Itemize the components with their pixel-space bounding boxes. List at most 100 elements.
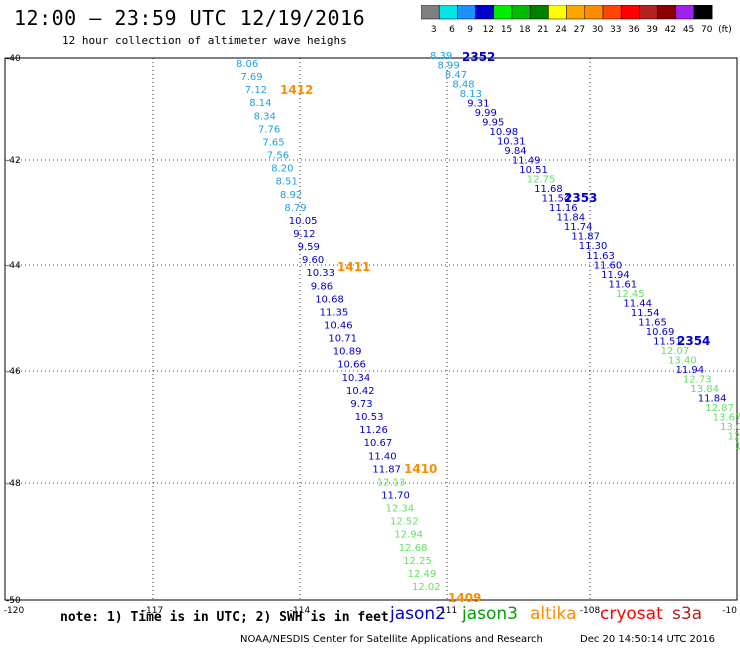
wave-height-value: 9.60 <box>302 255 324 266</box>
color-swatch <box>438 5 458 20</box>
color-scale-label: 30 <box>592 25 604 35</box>
color-scale-bar: 3 6 9 12 15 18 21 24 27 30 33 36 39 42 45 70 (ft) <box>421 5 732 35</box>
wave-height-value: 11.84 <box>556 213 585 224</box>
color-scale-label: 21 <box>537 25 548 35</box>
track-pass-label: 1410 <box>404 462 437 476</box>
wave-height-value: 7.56 <box>267 151 289 162</box>
wave-height-value: 10.69 <box>646 327 675 338</box>
color-scale-label: (ft) <box>718 25 732 35</box>
wave-height-value: 12.13 <box>377 477 406 488</box>
color-scale-label: 33 <box>610 25 621 35</box>
legend-altika: altika <box>530 604 577 624</box>
wave-height-value: 11.65 <box>638 317 667 328</box>
wave-height-value: 12.07 <box>661 346 690 357</box>
wave-height-value: 11.40 <box>368 451 397 462</box>
latitude-label: -46 <box>6 367 21 377</box>
wave-height-value: 8.13 <box>460 89 482 100</box>
color-swatch <box>511 5 531 20</box>
wave-height-value: 9.59 <box>298 242 320 253</box>
color-scale-label: 39 <box>646 25 658 35</box>
wave-height-value: 12.02 <box>412 582 441 593</box>
color-scale-label: 18 <box>519 25 531 35</box>
wave-height-value: 8.48 <box>452 80 474 91</box>
wave-height-value: 9.84 <box>504 146 526 157</box>
track-id-labels: 1412 1411 1410 1409 2352 2353 2354 <box>280 50 710 605</box>
wave-height-value: 9.31 <box>467 99 489 110</box>
wave-height-value: 10.33 <box>306 268 335 279</box>
color-swatch <box>602 5 622 20</box>
grid-lines <box>5 58 737 600</box>
wave-height-value: 11.30 <box>579 241 608 252</box>
wave-height-value: 10.67 <box>364 438 393 449</box>
color-swatch <box>548 5 567 20</box>
axis-labels: -40-42-44-46-48-50-120 -117 -114 -111 -108 -1… <box>4 54 737 616</box>
wave-height-value: 10.71 <box>328 334 357 345</box>
map-title: 12:00 – 23:59 UTC 12/19/2016 <box>14 6 366 30</box>
wave-height-value: 10.53 <box>355 412 384 423</box>
color-swatch <box>584 5 604 20</box>
track-pass-label: 2352 <box>462 50 495 64</box>
color-scale-label: 24 <box>555 25 567 35</box>
color-scale-label: 6 <box>449 25 455 35</box>
wave-height-value: 13.84 <box>690 384 719 395</box>
wave-height-value: 12.68 <box>399 543 428 554</box>
color-scale-label: 12 <box>483 25 494 35</box>
wave-height-value: 12.45 <box>616 289 645 300</box>
color-swatch <box>475 5 495 20</box>
wave-height-value: 8.34 <box>254 111 276 122</box>
latitude-label: -40 <box>6 54 21 64</box>
satellite-tracks: 8.06 7.69 7.12 8.14 8.34 7.76 7.65 7.56 8.20 8.51… <box>236 51 740 593</box>
wave-height-value: 9.73 <box>350 399 372 410</box>
longitude-label: -108 <box>580 606 601 616</box>
wave-height-value: 7.69 <box>240 72 262 83</box>
wave-height-value: 11.54 <box>631 308 660 319</box>
wave-height-value: 11.94 <box>601 270 630 281</box>
wave-height-value: 11.74 <box>564 222 593 233</box>
color-swatch <box>693 5 713 20</box>
timestamp-footer: Dec 20 14:50:14 UTC 2016 <box>580 634 715 645</box>
wave-height-value: 10.34 <box>342 373 371 384</box>
track-pass-label: 2353 <box>564 191 597 205</box>
wave-height-value: 11.61 <box>609 279 638 290</box>
wave-height-value: 12.87 <box>705 403 734 414</box>
color-scale-label: 9 <box>467 25 473 35</box>
color-scale-label: 70 <box>701 25 713 35</box>
legend-cryosat: cryosat <box>600 604 663 624</box>
color-swatch <box>529 5 549 20</box>
wave-height-value: 10.46 <box>324 321 353 332</box>
wave-height-value: 10.51 <box>519 165 548 176</box>
wave-height-value: 7.76 <box>258 124 280 135</box>
color-swatch <box>421 5 440 20</box>
wave-height-value: 11.16 <box>549 203 578 214</box>
wave-height-value: 12.25 <box>403 556 432 567</box>
longitude-label: -120 <box>4 606 25 616</box>
track-pass-label: 1412 <box>280 83 313 97</box>
credit-footer: NOAA/NESDIS Center for Satellite Applica… <box>240 634 543 645</box>
wave-height-value: 7.12 <box>245 85 267 96</box>
wave-height-value: 13.67 <box>713 412 740 423</box>
wave-height-value: 8.99 <box>437 61 459 72</box>
wave-height-value: 10.31 <box>497 137 526 148</box>
wave-height-value: 8.14 <box>249 98 271 109</box>
wave-height-value: 11.51 <box>653 336 682 347</box>
latitude-label: -50 <box>6 596 21 606</box>
wave-height-value: 11.94 <box>675 365 704 376</box>
wave-height-value: 11.87 <box>571 232 600 243</box>
wave-height-value: 13 <box>735 441 740 452</box>
color-swatch <box>566 5 586 20</box>
track-pass-label: 2354 <box>677 334 710 348</box>
color-scale-label: 36 <box>628 25 640 35</box>
wave-height-value: 12.94 <box>394 530 423 541</box>
wave-height-value: 12.52 <box>390 517 419 528</box>
wave-height-value: 11.35 <box>320 307 349 318</box>
color-scale-label: 15 <box>501 25 512 35</box>
wave-height-value: 11.26 <box>359 425 388 436</box>
wave-height-value: 11.44 <box>623 298 652 309</box>
map-border <box>4 57 738 601</box>
wave-height-value: 8.92 <box>280 190 302 201</box>
wave-height-value: 7.65 <box>262 137 284 148</box>
wave-height-value: 11.49 <box>512 156 541 167</box>
wave-height-value: 9.86 <box>311 281 333 292</box>
wave-height-value: 10.66 <box>337 360 366 371</box>
